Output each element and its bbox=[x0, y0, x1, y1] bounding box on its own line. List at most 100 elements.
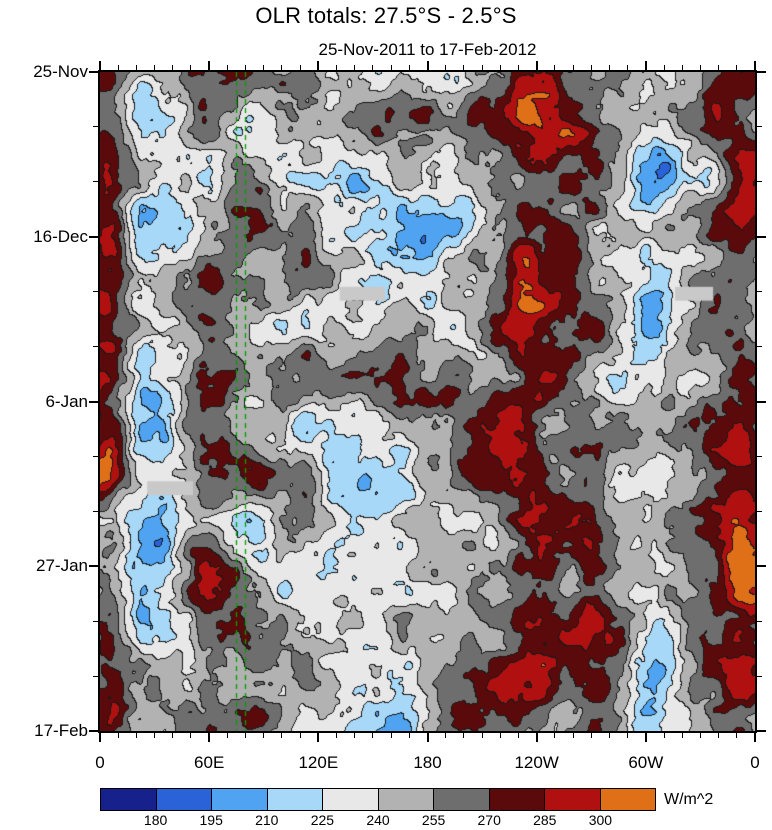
axis-tick bbox=[499, 733, 501, 738]
axis-tick bbox=[372, 733, 374, 738]
axis-tick bbox=[517, 65, 519, 70]
colorbar-tick-label: 225 bbox=[310, 812, 335, 828]
axis-tick bbox=[89, 71, 98, 73]
colorbar-tick-label: 195 bbox=[199, 812, 223, 828]
colorbar bbox=[100, 788, 656, 811]
colorbar-segment bbox=[488, 789, 544, 810]
axis-tick bbox=[93, 346, 98, 348]
axis-tick bbox=[299, 733, 301, 738]
axis-tick bbox=[226, 65, 228, 70]
axis-tick bbox=[754, 61, 756, 70]
axis-tick bbox=[608, 733, 610, 738]
y-tick-label: 16-Dec bbox=[33, 226, 88, 246]
x-tick-label: 120W bbox=[514, 753, 559, 772]
axis-tick bbox=[554, 65, 556, 70]
axis-tick bbox=[93, 620, 98, 622]
axis-tick bbox=[757, 455, 762, 457]
colorbar-segment bbox=[266, 789, 322, 810]
axis-tick bbox=[208, 733, 211, 742]
x-tick-label: 180 bbox=[413, 753, 442, 772]
axis-tick bbox=[663, 733, 665, 738]
axis-tick bbox=[93, 126, 98, 128]
axis-tick bbox=[93, 455, 98, 457]
axis-tick bbox=[699, 733, 701, 738]
axis-tick bbox=[757, 620, 762, 622]
axis-tick bbox=[354, 65, 356, 70]
axis-tick bbox=[572, 65, 574, 70]
plot-frame bbox=[98, 70, 757, 733]
chart-subtitle: 25-Nov-2011 to 17-Feb-2012 bbox=[318, 40, 537, 59]
axis-tick bbox=[572, 733, 574, 738]
axis-tick bbox=[757, 400, 766, 403]
axis-tick bbox=[299, 65, 301, 70]
axis-tick bbox=[390, 733, 392, 738]
x-tick-label: 120E bbox=[298, 753, 339, 772]
axis-tick bbox=[117, 733, 119, 738]
axis-tick bbox=[644, 61, 647, 70]
hovmoller-field-canvas bbox=[100, 72, 755, 731]
axis-tick bbox=[463, 733, 465, 738]
axis-tick bbox=[99, 733, 101, 742]
axis-tick bbox=[281, 65, 283, 70]
colorbar-segment bbox=[101, 789, 156, 810]
axis-tick bbox=[154, 733, 156, 738]
axis-tick bbox=[93, 675, 98, 677]
axis-tick bbox=[681, 733, 683, 738]
axis-tick bbox=[681, 65, 683, 70]
x-tick-label: 0 bbox=[95, 753, 105, 772]
axis-tick bbox=[390, 65, 392, 70]
axis-tick bbox=[426, 61, 429, 70]
axis-tick bbox=[757, 565, 766, 568]
colorbar-tick-label: 255 bbox=[421, 812, 446, 828]
axis-tick bbox=[757, 291, 762, 293]
axis-tick bbox=[757, 235, 766, 238]
y-tick-label: 17-Feb bbox=[34, 721, 88, 740]
axis-tick bbox=[445, 65, 447, 70]
axis-tick bbox=[754, 733, 756, 742]
colorbar-segment bbox=[433, 789, 489, 810]
axis-tick bbox=[336, 65, 338, 70]
colorbar-tick-label: 300 bbox=[588, 812, 613, 828]
axis-tick bbox=[426, 733, 429, 742]
colorbar-segment bbox=[599, 789, 655, 810]
colorbar-segment bbox=[377, 789, 433, 810]
axis-tick bbox=[263, 65, 265, 70]
axis-tick bbox=[718, 733, 720, 738]
colorbar-tick-label: 210 bbox=[255, 812, 279, 828]
axis-tick bbox=[226, 733, 228, 738]
colorbar-unit-label: W/m^2 bbox=[664, 791, 714, 808]
y-tick-label: 25-Nov bbox=[33, 62, 88, 81]
axis-tick bbox=[499, 65, 501, 70]
axis-tick bbox=[354, 733, 356, 738]
axis-tick bbox=[317, 733, 320, 742]
axis-tick bbox=[757, 730, 766, 732]
axis-tick bbox=[757, 346, 762, 348]
axis-tick bbox=[89, 730, 98, 732]
axis-tick bbox=[89, 400, 98, 403]
axis-tick bbox=[736, 65, 738, 70]
axis-tick bbox=[190, 65, 192, 70]
axis-tick bbox=[190, 733, 192, 738]
colorbar-tick-label: 180 bbox=[143, 812, 168, 828]
axis-tick bbox=[317, 61, 320, 70]
axis-tick bbox=[117, 65, 119, 70]
x-tick-label: 0 bbox=[750, 753, 760, 772]
axis-tick bbox=[736, 733, 738, 738]
y-tick-label: 6-Jan bbox=[45, 391, 88, 411]
axis-tick bbox=[481, 65, 483, 70]
colorbar-segment bbox=[322, 789, 378, 810]
axis-tick bbox=[608, 65, 610, 70]
axis-tick bbox=[93, 291, 98, 293]
y-tick-label: 27-Jan bbox=[36, 556, 88, 576]
colorbar-tick-label: 285 bbox=[533, 812, 557, 828]
axis-tick bbox=[590, 65, 592, 70]
axis-tick bbox=[699, 65, 701, 70]
axis-tick bbox=[93, 510, 98, 512]
axis-tick bbox=[245, 65, 247, 70]
axis-tick bbox=[757, 510, 762, 512]
axis-tick bbox=[93, 181, 98, 183]
axis-tick bbox=[517, 733, 519, 738]
axis-tick bbox=[408, 65, 410, 70]
colorbar-segment bbox=[211, 789, 267, 810]
